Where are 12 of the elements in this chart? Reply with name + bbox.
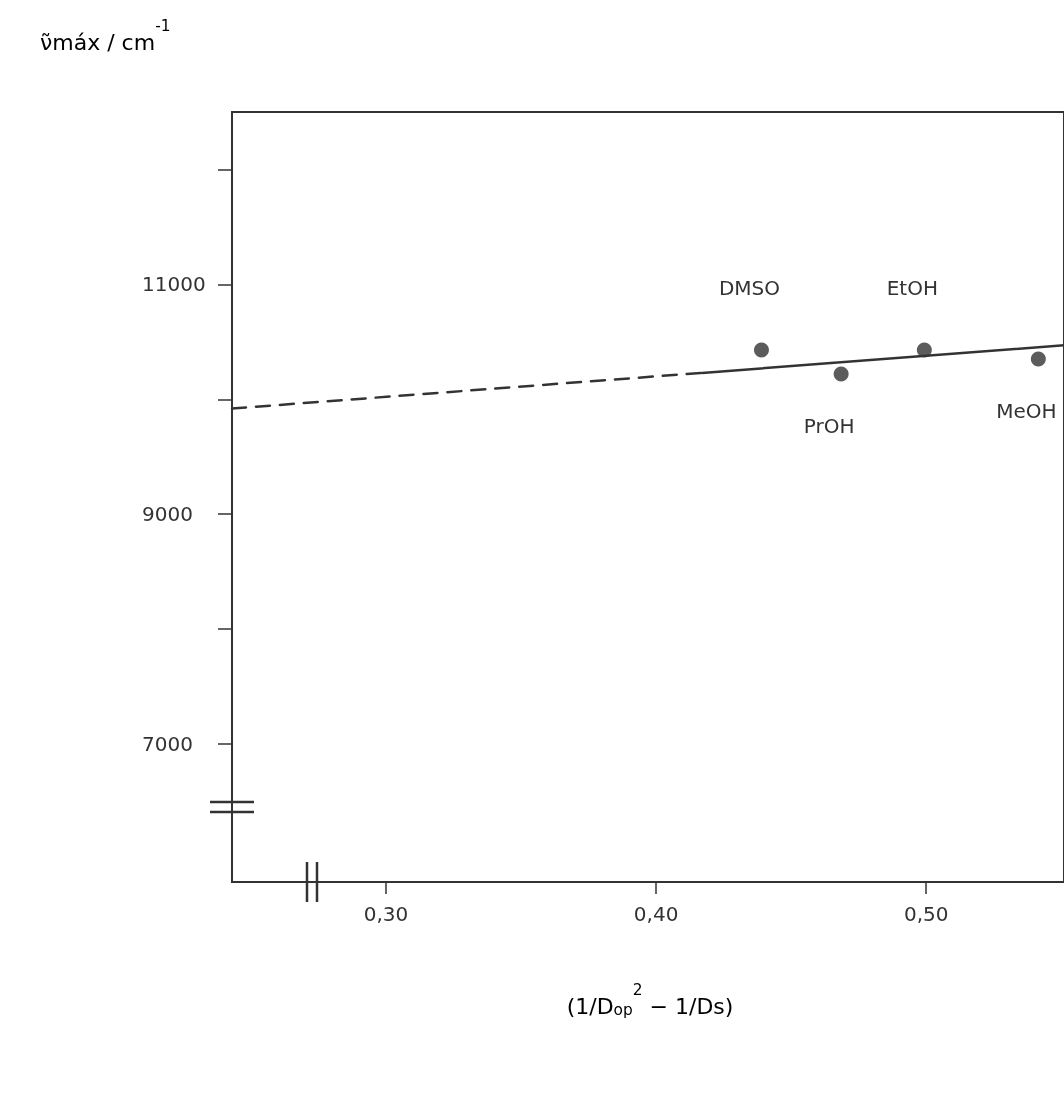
annotation: MeOH: [996, 399, 1057, 424]
y-tick-label: 11000: [142, 272, 206, 297]
annotation: PrOH: [803, 414, 855, 439]
x-tick-label: 0,30: [363, 902, 409, 926]
annotation: DMSO: [718, 275, 780, 300]
x-tick-label: 0,50: [903, 902, 949, 926]
x-axis-title: (1/Dop2 − 1/Ds): [566, 980, 734, 1020]
y-tick-label: 7000: [142, 732, 193, 757]
annotation: EtOH: [886, 275, 938, 300]
y-tick-label: 9000: [142, 502, 193, 527]
x-tick-label: 0,40: [633, 902, 679, 926]
y-axis-title: ν̃máx / cm-1: [40, 16, 171, 55]
